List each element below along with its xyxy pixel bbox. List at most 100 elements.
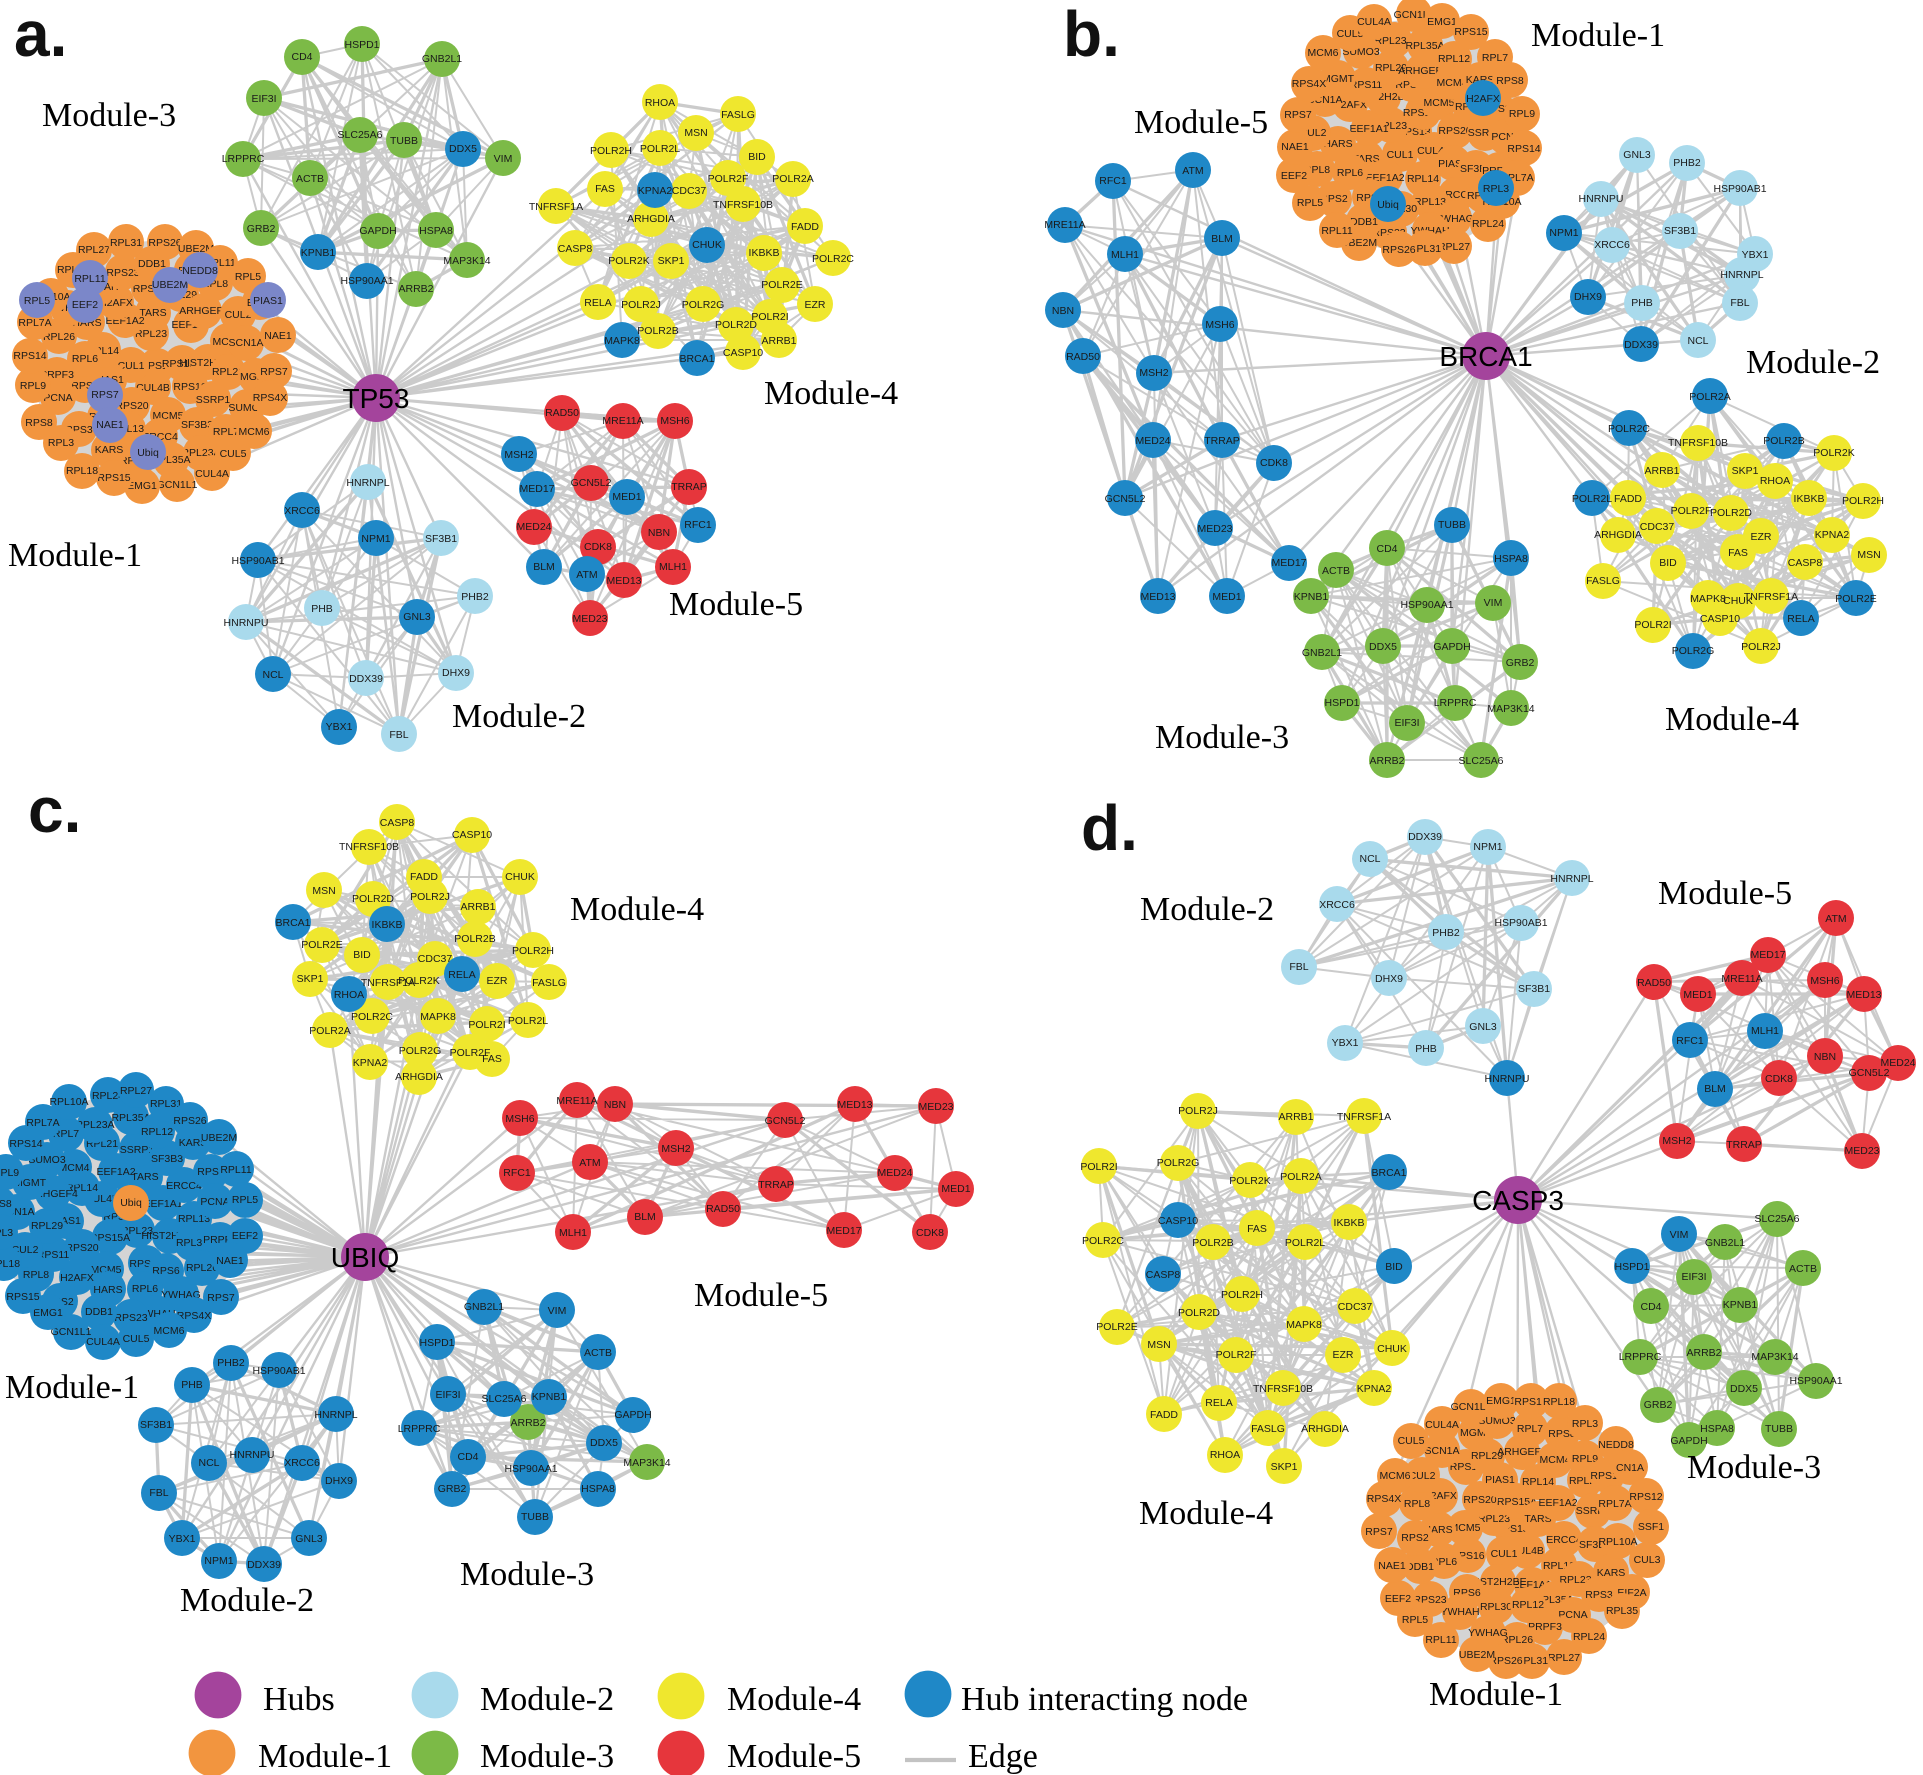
svg-text:DDB1: DDB1	[138, 258, 166, 270]
svg-text:Module-1: Module-1	[5, 1369, 139, 1406]
svg-text:POLR2L: POLR2L	[508, 1015, 548, 1027]
svg-text:RPL10A: RPL10A	[49, 1096, 88, 1108]
svg-text:SSF1: SSF1	[1638, 1521, 1664, 1533]
svg-text:RPL13: RPL13	[178, 1213, 210, 1225]
svg-text:DHX9: DHX9	[1574, 291, 1602, 303]
svg-text:ARRB2: ARRB2	[510, 1417, 545, 1429]
svg-text:POLR2I: POLR2I	[1080, 1161, 1117, 1173]
svg-text:Ubiq: Ubiq	[137, 447, 159, 459]
svg-text:ARHGEF4: ARHGEF4	[179, 305, 229, 317]
svg-text:EZR: EZR	[1333, 1349, 1354, 1361]
svg-text:ACTB: ACTB	[1322, 565, 1350, 577]
svg-text:LRPPRC: LRPPRC	[1434, 697, 1477, 709]
svg-text:RFC1: RFC1	[1676, 1035, 1704, 1047]
svg-text:SLC25A6: SLC25A6	[1755, 1213, 1800, 1225]
svg-text:HSP90AB1: HSP90AB1	[231, 555, 284, 567]
svg-text:RPL29: RPL29	[31, 1220, 63, 1232]
svg-text:KPNA2: KPNA2	[1815, 529, 1850, 541]
svg-text:RPS26: RPS26	[1489, 1655, 1522, 1667]
svg-text:KARS: KARS	[95, 444, 124, 456]
svg-text:POLR2D: POLR2D	[1710, 507, 1752, 519]
svg-text:FBL: FBL	[1289, 961, 1308, 973]
svg-text:MAPK8: MAPK8	[1690, 593, 1726, 605]
svg-text:RPL13: RPL13	[1414, 196, 1446, 208]
svg-text:LRPPRC: LRPPRC	[398, 1423, 441, 1435]
svg-text:POLR2C: POLR2C	[351, 1011, 393, 1023]
svg-text:GNB2L1: GNB2L1	[464, 1301, 504, 1313]
svg-text:Module-4: Module-4	[727, 1681, 861, 1718]
svg-text:CASP8: CASP8	[558, 243, 593, 255]
svg-text:RPS23: RPS23	[114, 1312, 147, 1324]
svg-text:FAS: FAS	[482, 1053, 502, 1065]
svg-text:EEF1A2: EEF1A2	[96, 1166, 135, 1178]
svg-text:EIF3I: EIF3I	[435, 1389, 460, 1401]
svg-text:RAD50: RAD50	[1066, 351, 1100, 363]
svg-text:GCN5L2: GCN5L2	[1849, 1067, 1890, 1079]
svg-text:RPL23: RPL23	[135, 328, 167, 340]
svg-text:ARHGEF4: ARHGEF4	[1497, 1446, 1547, 1458]
svg-text:RPS4X: RPS4X	[253, 392, 287, 404]
svg-text:H2AFX: H2AFX	[1466, 93, 1500, 105]
svg-text:RPL12: RPL12	[1438, 53, 1470, 65]
svg-text:EEF1A2: EEF1A2	[1538, 1497, 1577, 1509]
svg-text:Module-4: Module-4	[764, 375, 898, 412]
svg-text:RPL12: RPL12	[141, 1126, 173, 1138]
svg-text:SF3B1: SF3B1	[1664, 225, 1696, 237]
svg-text:CDK8: CDK8	[584, 541, 612, 553]
svg-text:HNRNPL: HNRNPL	[314, 1409, 357, 1421]
svg-text:RPS23: RPS23	[106, 267, 139, 279]
svg-text:RPS15: RPS15	[97, 472, 130, 484]
svg-text:MED24: MED24	[877, 1167, 912, 1179]
svg-text:Module-5: Module-5	[669, 586, 803, 623]
svg-text:b.: b.	[1063, 0, 1120, 70]
svg-text:POLR2E: POLR2E	[301, 939, 342, 951]
svg-text:RPL18: RPL18	[0, 1258, 20, 1270]
svg-text:MAPK8: MAPK8	[1286, 1319, 1322, 1331]
svg-text:NEDD8: NEDD8	[1598, 1439, 1634, 1451]
svg-text:RPL5: RPL5	[1297, 197, 1323, 209]
svg-text:MCM4: MCM4	[1437, 77, 1468, 89]
svg-text:FBL: FBL	[1730, 297, 1749, 309]
svg-text:MCM6: MCM6	[154, 1325, 185, 1337]
svg-text:RPL14: RPL14	[66, 1182, 98, 1194]
svg-text:POLR2G: POLR2G	[1157, 1157, 1200, 1169]
svg-text:ARHGEF4: ARHGEF4	[1398, 65, 1448, 77]
svg-text:CD4: CD4	[1376, 543, 1397, 555]
svg-text:GAPDH: GAPDH	[614, 1409, 651, 1421]
svg-text:GCN1L1: GCN1L1	[51, 1326, 92, 1338]
svg-text:RELA: RELA	[1205, 1397, 1232, 1409]
svg-text:CUL5: CUL5	[1398, 1435, 1425, 1447]
svg-text:HSP90AB1: HSP90AB1	[252, 1365, 305, 1377]
svg-text:NCL: NCL	[198, 1457, 219, 1469]
svg-text:MAP3K14: MAP3K14	[443, 255, 490, 267]
svg-text:VIM: VIM	[1484, 597, 1503, 609]
svg-text:MSH2: MSH2	[1139, 367, 1168, 379]
svg-text:MAPK8: MAPK8	[420, 1011, 456, 1023]
svg-text:RPS26: RPS26	[173, 1115, 206, 1127]
svg-text:HSP90AA1: HSP90AA1	[340, 275, 393, 287]
svg-text:CUL1: CUL1	[1491, 1548, 1518, 1560]
svg-text:IKBKB: IKBKB	[749, 247, 780, 259]
svg-text:KPNA2: KPNA2	[353, 1057, 388, 1069]
svg-text:SF3B1: SF3B1	[140, 1419, 172, 1431]
svg-text:POLR2I: POLR2I	[468, 1019, 505, 1031]
svg-text:IKBKB: IKBKB	[372, 919, 403, 931]
svg-text:MSN: MSN	[312, 885, 335, 897]
svg-text:TUBB: TUBB	[1438, 519, 1466, 531]
svg-text:EZR: EZR	[487, 975, 508, 987]
svg-text:RPL35: RPL35	[1606, 1605, 1638, 1617]
svg-text:RPL21: RPL21	[212, 366, 244, 378]
svg-text:Edge: Edge	[968, 1738, 1038, 1775]
svg-text:FADD: FADD	[1614, 493, 1642, 505]
svg-text:RPS7: RPS7	[91, 389, 119, 401]
svg-text:MED1: MED1	[1212, 591, 1241, 603]
svg-text:RPS7: RPS7	[207, 1292, 235, 1304]
svg-text:GNL3: GNL3	[1469, 1021, 1497, 1033]
svg-text:ARRB2: ARRB2	[1686, 1347, 1721, 1359]
svg-text:HSP90AA1: HSP90AA1	[504, 1463, 557, 1475]
svg-text:EIF3I: EIF3I	[1394, 717, 1419, 729]
svg-text:ARHGDIA: ARHGDIA	[627, 213, 675, 225]
svg-text:RELA: RELA	[448, 969, 475, 981]
svg-text:Module-4: Module-4	[1139, 1495, 1273, 1532]
svg-text:GAPDH: GAPDH	[359, 225, 396, 237]
